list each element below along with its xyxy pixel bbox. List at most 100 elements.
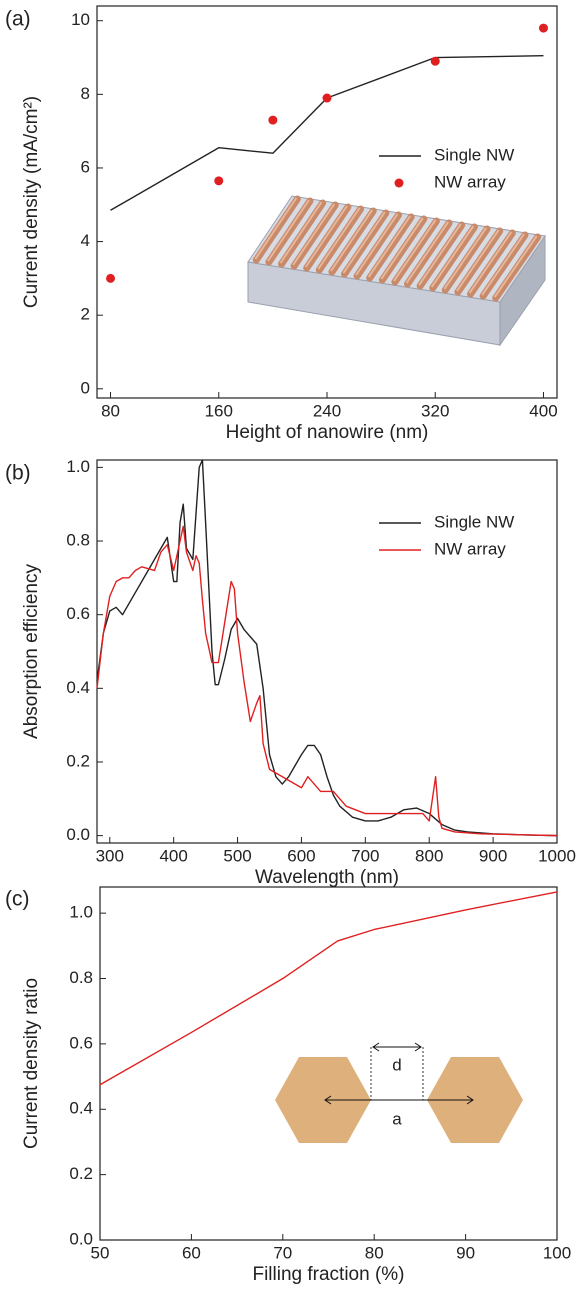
nanowire-highlight	[355, 213, 399, 276]
nanowire-highlight	[304, 205, 348, 268]
arrow-head	[372, 1042, 380, 1052]
marker	[106, 273, 116, 283]
nanowire	[378, 215, 428, 284]
x-tick-label: 240	[313, 401, 341, 420]
nanowire-highlight	[443, 227, 487, 290]
nanowire	[315, 205, 365, 274]
nanowire-highlight	[317, 207, 361, 270]
nanowire-highlight	[292, 203, 336, 266]
y-tick-label: 0.0	[69, 1229, 93, 1248]
legend-label: Single NW	[434, 512, 514, 531]
nanowire	[303, 203, 352, 272]
y-tick-label: 6	[81, 157, 90, 176]
y-tick-label: 0.6	[69, 1033, 93, 1052]
nanowire	[479, 231, 529, 300]
nanowire	[278, 199, 327, 268]
nanowire-highlight	[254, 197, 298, 260]
nanowire	[366, 213, 415, 282]
y-tick-label: 4	[81, 231, 90, 250]
y-axis-title: Current density (mA/cm²)	[21, 96, 42, 308]
legend-label: Single NW	[434, 145, 514, 164]
nanowire-highlight	[279, 201, 323, 264]
x-tick-label: 60	[182, 1243, 201, 1262]
nanowire-highlight	[380, 217, 424, 280]
nanowire-highlight	[481, 233, 525, 296]
legend-label: NW array	[434, 172, 506, 191]
y-tick-label: 0.0	[66, 825, 90, 844]
nanowire-highlight	[342, 211, 386, 274]
nanowire	[328, 207, 377, 276]
nanowire-inset	[247, 195, 546, 347]
y-tick-label: 0.4	[66, 678, 90, 697]
y-tick-label: 1.0	[66, 457, 90, 476]
y-tick-label: 0.8	[66, 531, 90, 550]
line	[96, 525, 558, 837]
panel-label: (a)	[5, 8, 31, 31]
y-axis-title: Absorption efficiency	[21, 564, 42, 739]
nanowire	[441, 225, 491, 294]
x-tick-label: 80	[101, 401, 120, 420]
inset-label: a	[392, 1109, 402, 1128]
y-tick-label: 1.0	[69, 903, 93, 922]
nanowire	[353, 211, 403, 280]
marker	[538, 23, 548, 33]
x-tick-label: 500	[223, 846, 251, 865]
nanowire	[265, 197, 314, 266]
line	[96, 459, 558, 837]
x-tick-label: 400	[529, 401, 557, 420]
legend-label: NW array	[434, 539, 506, 558]
nanowire-highlight	[267, 199, 310, 262]
y-tick-label: 0.4	[69, 1099, 93, 1118]
x-axis-title: Wavelength (nm)	[255, 867, 399, 888]
nanowire-highlight	[456, 229, 500, 292]
y-tick-label: 0.8	[69, 968, 93, 987]
y-tick-label: 2	[81, 305, 90, 324]
x-tick-label: 90	[456, 1243, 475, 1262]
y-tick-label: 8	[81, 84, 90, 103]
panel-label: (b)	[5, 462, 31, 485]
x-tick-label: 800	[415, 846, 443, 865]
nanowire-highlight	[393, 219, 437, 282]
nanowire-highlight	[493, 235, 538, 298]
nanowire-highlight	[367, 215, 412, 278]
x-axis-title: Filling fraction (%)	[252, 1264, 404, 1285]
arrow-head	[414, 1042, 422, 1052]
nanowire-highlight	[405, 221, 449, 284]
x-tick-label: 600	[287, 846, 315, 865]
marker	[268, 115, 278, 125]
x-tick-label: 700	[351, 846, 379, 865]
x-tick-label: 300	[96, 846, 124, 865]
marker	[430, 56, 440, 66]
x-tick-label: 320	[421, 401, 449, 420]
nanowire	[341, 209, 390, 278]
nanowire	[492, 233, 542, 302]
nanowire-highlight	[330, 209, 374, 272]
x-tick-label: 70	[273, 1243, 292, 1262]
nanowire	[467, 229, 516, 298]
nanowire-highlight	[418, 223, 462, 286]
y-axis-title: Current density ratio	[21, 978, 42, 1149]
marker	[322, 93, 332, 103]
nanowire-highlight	[430, 225, 475, 288]
y-tick-label: 0.6	[66, 604, 90, 623]
marker	[214, 176, 224, 186]
line	[99, 891, 558, 1086]
x-tick-label: 100	[543, 1243, 571, 1262]
x-tick-label: 160	[205, 401, 233, 420]
y-tick-label: 0	[81, 378, 90, 397]
arrow-head	[466, 1095, 474, 1105]
x-tick-label: 50	[91, 1243, 110, 1262]
nanowire	[454, 227, 504, 296]
nanowire	[391, 217, 440, 286]
x-tick-label: 80	[365, 1243, 384, 1262]
nanowire	[416, 221, 466, 290]
x-axis-title: Height of nanowire (nm)	[226, 422, 429, 443]
panel-label: (c)	[5, 888, 30, 911]
hexagon	[427, 1057, 523, 1143]
nanowire	[290, 201, 339, 270]
y-tick-label: 0.2	[66, 751, 90, 770]
inset-label: d	[392, 1055, 401, 1074]
plot-frame	[96, 459, 558, 844]
